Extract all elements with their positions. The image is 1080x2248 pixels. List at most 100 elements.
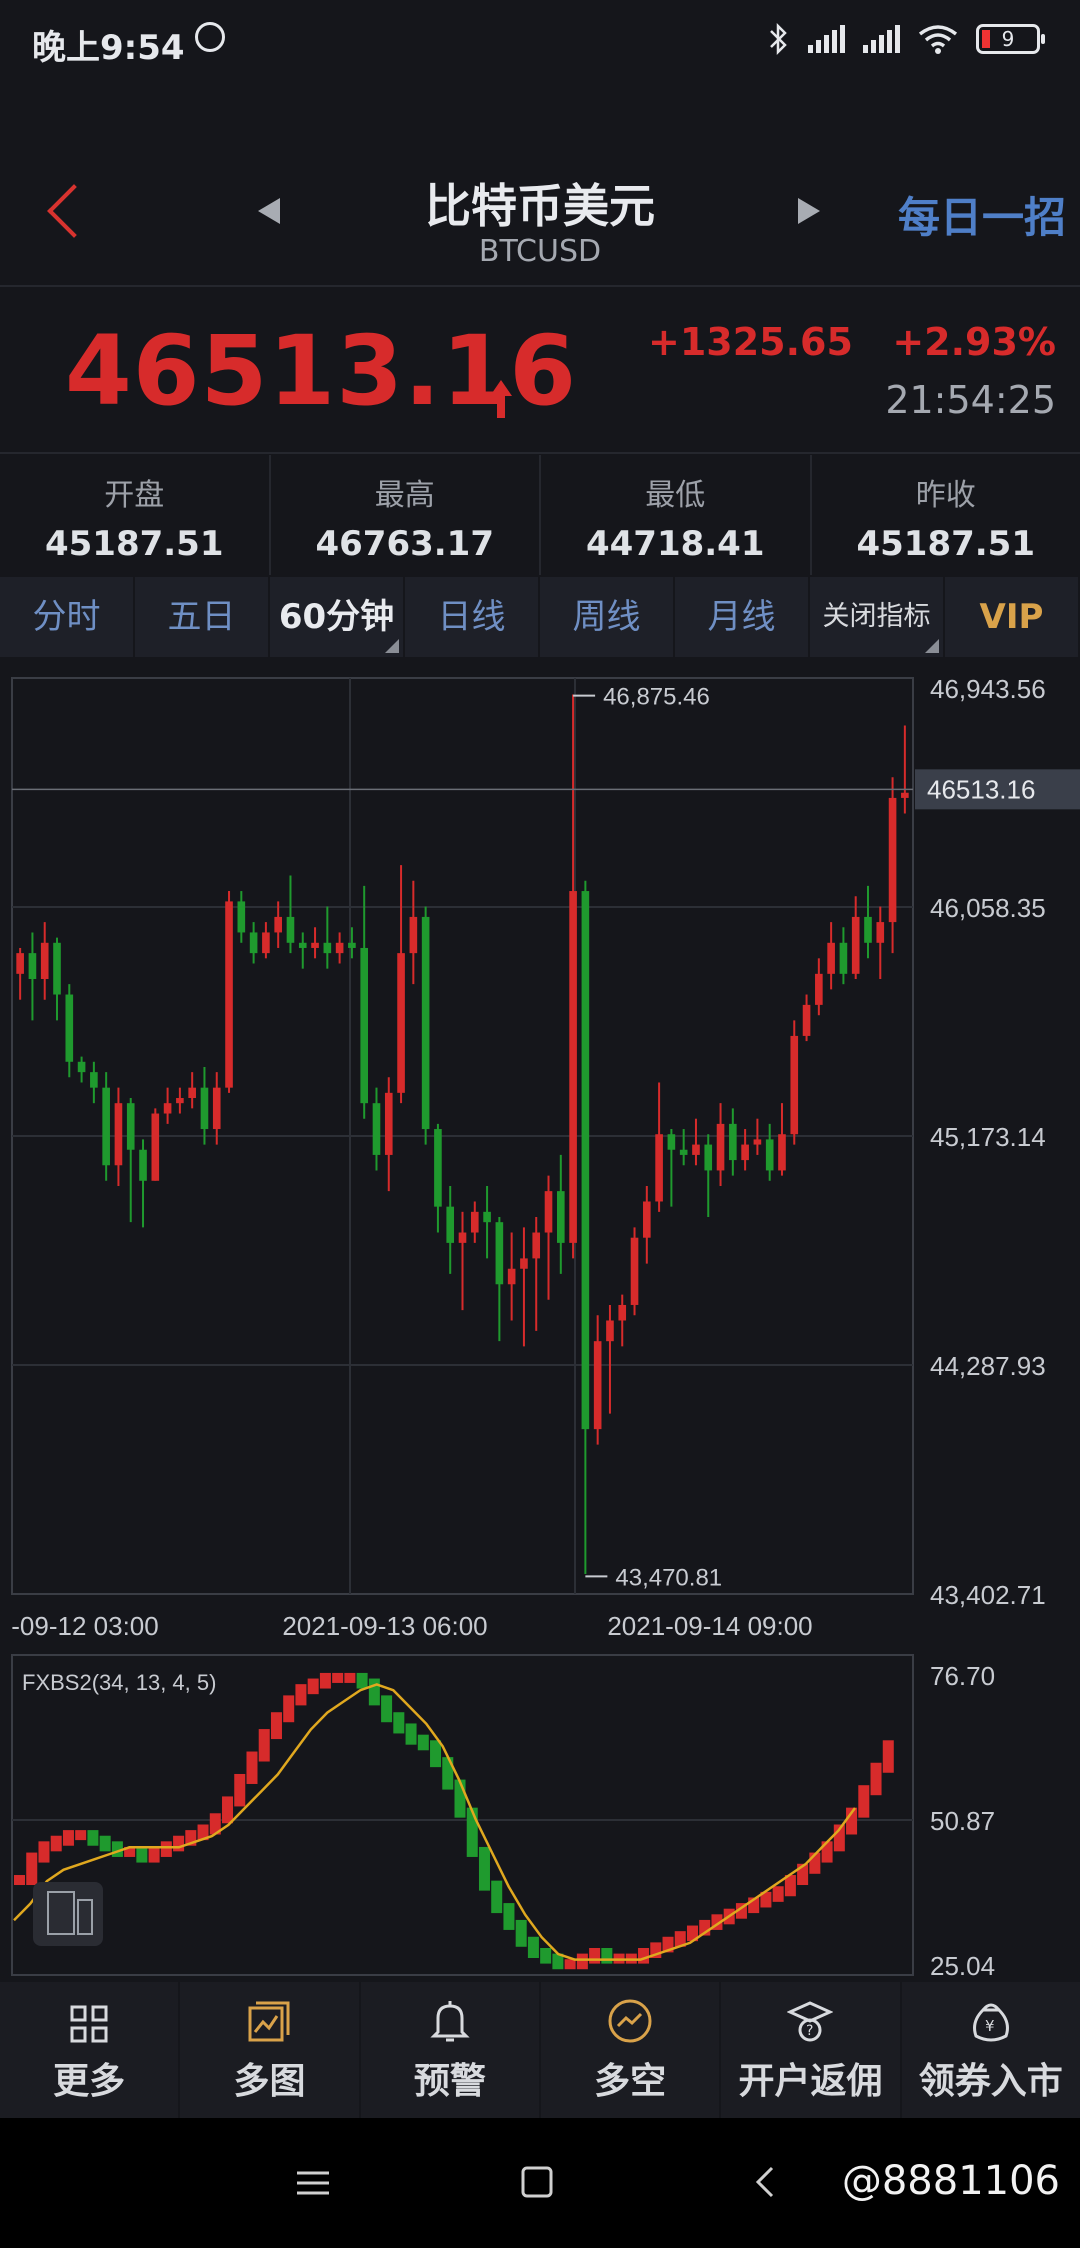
divider — [0, 452, 1080, 454]
chart-svg[interactable]: 46,943.56 46,058.35 45,173.14 44,287.93 43,4… — [0, 660, 1080, 1980]
nav-label: 多空 — [594, 2061, 667, 2102]
stat-prev-close: 昨收 45187.51 — [812, 455, 1080, 575]
symbol-code: BTCUSD — [478, 234, 602, 269]
indicator-bar — [662, 1936, 674, 1953]
indicator-bar — [148, 1846, 160, 1863]
indicator-bar — [442, 1757, 454, 1790]
indicator-bar — [699, 1919, 711, 1936]
tab-weekly[interactable]: 周线 — [540, 577, 675, 657]
nav-coupon[interactable]: ¥ 领券入市 — [902, 1982, 1080, 2118]
y-tick-label: 45,173.14 — [930, 1122, 1046, 1152]
nav-open-account[interactable]: ? 开户返佣 — [721, 1982, 902, 2118]
watermark: @8881106 — [841, 2158, 1060, 2204]
indicator-bar — [809, 1852, 821, 1874]
indicator-bar — [491, 1880, 503, 1914]
tab-five-day[interactable]: 五日 — [135, 577, 270, 657]
last-price: 46513.16 — [65, 315, 578, 427]
candle-body — [520, 1258, 528, 1269]
daily-tip-button[interactable]: 每日一招 — [897, 193, 1066, 242]
high-label: 46,875.46 — [603, 684, 710, 711]
nav-more[interactable]: 更多 — [0, 1982, 181, 2118]
candle-body — [176, 1098, 184, 1104]
stat-value: 45187.51 — [44, 524, 224, 564]
candle-body — [593, 1341, 602, 1430]
tab-60min[interactable]: 60分钟 — [270, 577, 405, 657]
stat-label: 最高 — [374, 478, 435, 513]
indicator-bar — [540, 1947, 552, 1964]
back-nav-icon[interactable] — [752, 2118, 776, 2248]
menu-icon[interactable] — [295, 2118, 331, 2248]
nav-multi-chart[interactable]: 多图 — [180, 1982, 361, 2118]
indicator-bar — [589, 1947, 601, 1964]
stat-label: 开盘 — [104, 478, 165, 513]
indicator-signal-line — [13, 1683, 857, 1961]
indicator-bar — [173, 1835, 185, 1852]
tab-monthly[interactable]: 月线 — [675, 577, 810, 657]
tab-vip[interactable]: VIP — [945, 577, 1080, 657]
prev-symbol-icon[interactable] — [258, 198, 280, 224]
indicator-bar — [62, 1830, 74, 1846]
indicator-label: FXBS2(34, 13, 4, 5) — [22, 1670, 216, 1695]
candlestick-chart[interactable]: 46,943.56 46,058.35 45,173.14 44,287.93 43,4… — [0, 660, 1080, 1980]
candle-body — [421, 916, 430, 1130]
candle-body — [569, 891, 577, 1243]
candle-body — [77, 1061, 86, 1073]
indicator-bar — [466, 1807, 478, 1857]
candle-body — [335, 942, 344, 954]
tab-close-indicator[interactable]: 关闭指标 — [810, 577, 945, 657]
indicator-bar — [821, 1841, 833, 1863]
status-time: 晚上9:54 — [32, 28, 185, 68]
nav-label: 预警 — [413, 2061, 486, 2102]
candle-body — [679, 1149, 688, 1155]
indicator-bar — [846, 1807, 858, 1835]
layout-toggle-button — [33, 1882, 103, 1946]
candle-body — [790, 1035, 799, 1135]
indicator-bar — [797, 1863, 809, 1886]
candle-body — [16, 953, 24, 974]
candle-body — [765, 1139, 774, 1171]
candle-body — [901, 792, 909, 798]
indicator-bar — [258, 1729, 270, 1762]
price-change-pct: +2.93% — [892, 320, 1056, 364]
stat-low: 最低 44718.41 — [541, 455, 812, 575]
tab-daily[interactable]: 日线 — [405, 577, 540, 657]
indicator-bar — [87, 1830, 99, 1846]
indicator-bar — [209, 1813, 221, 1835]
candle-body — [470, 1211, 479, 1233]
stat-value: 46763.17 — [315, 524, 495, 564]
candle-body — [151, 1113, 160, 1181]
indicator-bar — [234, 1773, 246, 1807]
candle-body — [729, 1123, 737, 1161]
tab-timeshare[interactable]: 分时 — [0, 577, 135, 657]
indicator-bar — [368, 1678, 380, 1706]
long-short-icon — [608, 1999, 652, 2043]
indicator-bar — [430, 1740, 442, 1768]
system-nav-bar: @8881106 — [0, 2118, 1080, 2248]
candle-body — [139, 1149, 147, 1181]
candle-body — [311, 942, 319, 948]
candle-body — [606, 1320, 614, 1342]
indicator-y-tick-label: 50.87 — [930, 1806, 995, 1836]
candle-body — [90, 1072, 98, 1088]
next-symbol-icon[interactable] — [798, 198, 820, 224]
y-tick-label: 46,943.56 — [930, 674, 1046, 704]
nav-alert[interactable]: 预警 — [361, 1982, 541, 2118]
candle-body — [212, 1087, 221, 1130]
home-icon[interactable] — [520, 2118, 554, 2248]
candle-body — [40, 942, 49, 980]
indicator-bar — [674, 1931, 686, 1947]
candle-body — [581, 891, 590, 1430]
candle-body — [839, 942, 848, 974]
indicator-y-tick-label: 25.04 — [930, 1951, 995, 1980]
indicator-bar — [270, 1712, 282, 1740]
candle-body — [618, 1304, 627, 1321]
indicator-bar — [735, 1903, 747, 1919]
indicator-bar — [638, 1947, 650, 1964]
indicator-bar — [14, 1875, 26, 1886]
current-price-tag — [915, 769, 1080, 810]
header: 比特币美元 BTCUSD 每日一招 — [0, 150, 1080, 280]
candle-body — [28, 953, 37, 980]
candle-body — [274, 916, 282, 933]
layout-toggle-icon-part — [77, 1899, 93, 1935]
nav-long-short[interactable]: 多空 — [541, 1982, 722, 2118]
